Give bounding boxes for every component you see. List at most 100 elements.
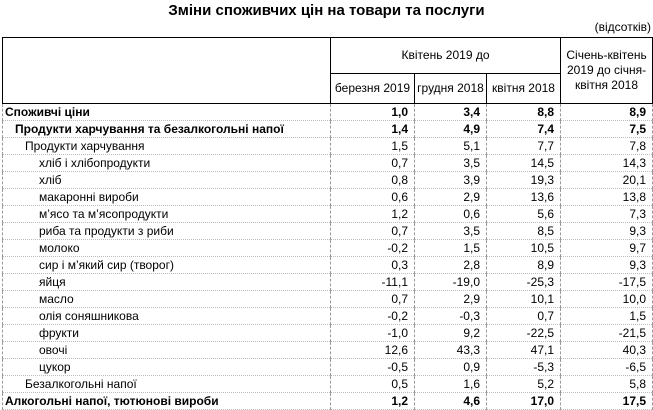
row-value: 12,6 <box>330 341 415 359</box>
row-value: 0,6 <box>414 205 487 223</box>
table-row: риба та продукти з риби 0,7 3,5 8,5 9,3 <box>2 222 653 240</box>
row-value: 1,5 <box>330 137 415 155</box>
row-value: 3,5 <box>414 222 487 240</box>
row-value: 2,9 <box>414 188 487 206</box>
row-value: 4,9 <box>414 120 487 138</box>
row-label: сир і м’який сир (творог) <box>2 256 331 274</box>
row-value: 0,7 <box>330 222 415 240</box>
row-value: 17,0 <box>485 392 562 410</box>
row-value: 7,4 <box>485 120 562 138</box>
row-value: 2,8 <box>414 256 487 274</box>
row-value: 0,3 <box>330 256 415 274</box>
row-value: -1,0 <box>330 324 415 342</box>
header-col: березня 2019 <box>330 73 415 104</box>
table-row: молоко -0,2 1,5 10,5 9,7 <box>2 239 653 257</box>
row-value: 7,8 <box>560 137 653 155</box>
row-label: цукор <box>2 358 331 376</box>
row-value: 0,9 <box>414 358 487 376</box>
row-value: 9,2 <box>414 324 487 342</box>
row-value: 13,6 <box>485 188 562 206</box>
row-value: 0,7 <box>330 290 415 308</box>
row-value: -19,0 <box>414 273 487 291</box>
row-value: 5,1 <box>414 137 487 155</box>
row-value: -22,5 <box>485 324 562 342</box>
header-group: Квітень 2019 до <box>329 37 562 74</box>
row-label: олія соняшникова <box>2 307 331 325</box>
row-value: 8,9 <box>560 103 653 121</box>
header-col: грудня 2018 <box>414 73 487 104</box>
row-value: 2,9 <box>414 290 487 308</box>
row-value: 5,6 <box>485 205 562 223</box>
row-value: 1,2 <box>330 392 415 410</box>
row-label: Споживчі ціни <box>2 103 331 121</box>
row-value: 17,5 <box>560 392 653 410</box>
row-value: 8,5 <box>485 222 562 240</box>
row-value: 1,6 <box>414 375 487 393</box>
row-value: 7,3 <box>560 205 653 223</box>
row-value: 9,3 <box>560 256 653 274</box>
row-value: 8,8 <box>485 103 562 121</box>
row-value: 9,7 <box>560 239 653 257</box>
row-value: 0,7 <box>330 154 415 172</box>
row-label: овочі <box>2 341 331 359</box>
table-row: хліб 0,8 3,9 19,3 20,1 <box>2 171 653 189</box>
header-col: квітня 2018 <box>485 73 562 104</box>
table-row: масло 0,7 2,9 10,1 10,0 <box>2 290 653 308</box>
row-value: 5,8 <box>560 375 653 393</box>
row-value: -0,5 <box>330 358 415 376</box>
row-value: 47,1 <box>485 341 562 359</box>
row-value: 13,8 <box>560 188 653 206</box>
row-value: -5,3 <box>485 358 562 376</box>
row-value: 0,5 <box>330 375 415 393</box>
row-value: -21,5 <box>560 324 653 342</box>
row-value: -17,5 <box>560 273 653 291</box>
row-label: м’ясо та м’ясопродукти <box>2 205 331 223</box>
row-label: хліб <box>2 171 331 189</box>
row-value: 1,4 <box>330 120 415 138</box>
row-value: 3,4 <box>414 103 487 121</box>
row-value: 8,9 <box>485 256 562 274</box>
table-row: Алкогольні напої, тютюнові вироби 1,2 4,6 1… <box>2 392 653 410</box>
table-row: Споживчі ціни 1,0 3,4 8,8 8,9 <box>2 103 653 121</box>
table-row: хліб і хлібопродукти 0,7 3,5 14,5 14,3 <box>2 154 653 172</box>
row-value: 7,7 <box>485 137 562 155</box>
row-value: 43,3 <box>414 341 487 359</box>
row-label: масло <box>2 290 331 308</box>
row-value: 4,6 <box>414 392 487 410</box>
row-label: Безалкогольні напої <box>2 375 331 393</box>
row-value: 3,5 <box>414 154 487 172</box>
header-empty <box>2 37 331 104</box>
row-value: 5,2 <box>485 375 562 393</box>
row-value: 7,5 <box>560 120 653 138</box>
row-value: 0,8 <box>330 171 415 189</box>
price-change-table: Квітень 2019 до Січень-квітень 2019 до с… <box>2 37 653 410</box>
page-title: Зміни споживчих цін на товари та послуги <box>168 2 485 19</box>
row-value: 0,6 <box>330 188 415 206</box>
row-value: 10,5 <box>485 239 562 257</box>
row-label: Продукти харчування <box>2 137 331 155</box>
table-row: Продукти харчування та безалкогольні нап… <box>2 120 653 138</box>
table-row: Продукти харчування 1,5 5,1 7,7 7,8 <box>2 137 653 155</box>
unit-label: (відсотків) <box>594 20 651 34</box>
row-value: 10,1 <box>485 290 562 308</box>
row-label: яйця <box>2 273 331 291</box>
row-value: 1,2 <box>330 205 415 223</box>
row-value: 1,0 <box>330 103 415 121</box>
row-value: 19,3 <box>485 171 562 189</box>
row-value: 20,1 <box>560 171 653 189</box>
row-value: 10,0 <box>560 290 653 308</box>
row-label: хліб і хлібопродукти <box>2 154 331 172</box>
table-row: олія соняшникова -0,2 -0,3 0,7 1,5 <box>2 307 653 325</box>
row-value: -6,5 <box>560 358 653 376</box>
row-label: молоко <box>2 239 331 257</box>
row-value: 9,3 <box>560 222 653 240</box>
row-label: фрукти <box>2 324 331 342</box>
row-value: 40,3 <box>560 341 653 359</box>
row-value: -0,3 <box>414 307 487 325</box>
table-row: цукор -0,5 0,9 -5,3 -6,5 <box>2 358 653 376</box>
row-value: 14,5 <box>485 154 562 172</box>
row-value: -0,2 <box>330 307 415 325</box>
table-row: яйця -11,1 -19,0 -25,3 -17,5 <box>2 273 653 291</box>
header-last: Січень-квітень 2019 до січня-квітня 2018 <box>560 37 653 104</box>
row-label: Алкогольні напої, тютюнові вироби <box>2 392 331 410</box>
